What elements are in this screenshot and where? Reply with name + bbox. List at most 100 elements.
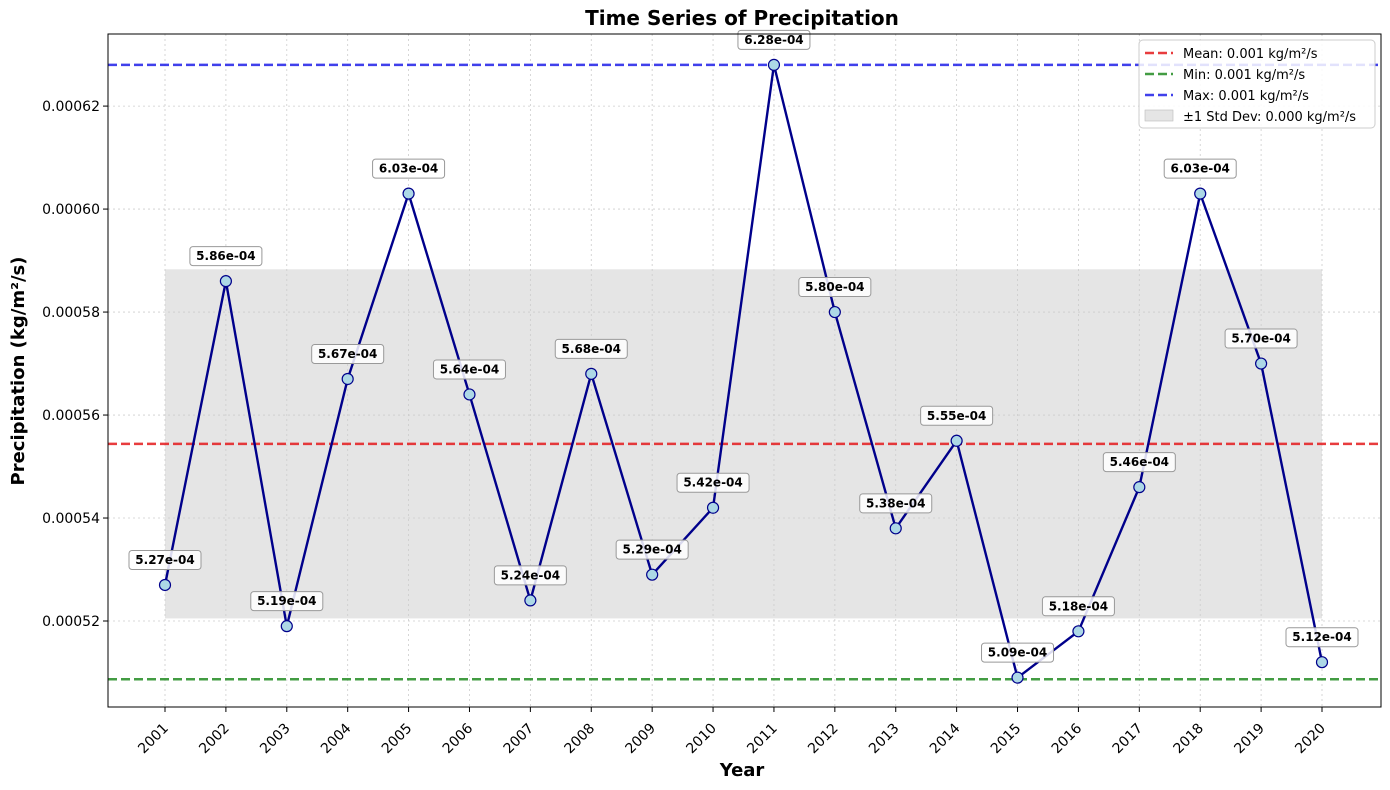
data-point (463, 388, 476, 401)
data-label: 5.67e-04 (311, 343, 385, 364)
x-tick-label: 2001 (135, 721, 172, 758)
data-point (524, 594, 537, 607)
data-label-text: 5.19e-04 (257, 594, 316, 608)
data-point (341, 372, 354, 386)
data-label-box (1224, 328, 1298, 349)
data-point (706, 501, 720, 514)
data-label-text: 5.46e-04 (1110, 455, 1169, 469)
data-label: 5.19e-04 (250, 591, 324, 612)
data-point (402, 187, 415, 200)
data-label-box (981, 642, 1055, 663)
data-point (585, 367, 598, 380)
data-label-box (311, 343, 385, 364)
data-label: 5.38e-04 (859, 493, 933, 514)
legend-entry-label: ±1 Std Dev: 0.000 kg/m²/s (1183, 110, 1356, 125)
data-label-box (676, 472, 750, 493)
y-tick-label: 0.00052 (42, 614, 100, 630)
x-axis-title: Year (719, 760, 765, 781)
y-tick-label: 0.00058 (42, 305, 100, 321)
x-tick-label: 2006 (440, 720, 477, 757)
data-label: 5.46e-04 (1102, 452, 1176, 473)
data-point (767, 58, 781, 71)
data-label-text: 5.42e-04 (683, 476, 742, 490)
legend-entry-label: Mean: 0.001 kg/m²/s (1183, 47, 1318, 62)
data-labels-layer: 5.27e-04 5.86e-04 5.19e-04 5.67e-04 6.03e-04… (128, 29, 1359, 663)
data-label-box (737, 29, 811, 50)
data-label-text: 5.70e-04 (1231, 332, 1290, 346)
data-label-text: 5.67e-04 (318, 347, 377, 361)
data-point (1315, 656, 1329, 669)
data-label-box (1102, 452, 1176, 473)
legend-patch-swatch (1144, 109, 1174, 122)
x-tick-label: 2004 (318, 720, 355, 757)
data-label-box (1041, 596, 1115, 617)
data-label-text: 5.38e-04 (866, 496, 925, 510)
data-label-box (1163, 158, 1237, 179)
data-label-text: 5.80e-04 (805, 280, 864, 294)
data-label: 5.09e-04 (981, 642, 1055, 663)
data-label: 6.28e-04 (737, 29, 811, 50)
y-tick-label: 0.00054 (42, 511, 100, 527)
data-label-text: 5.24e-04 (501, 568, 560, 582)
data-label-box (920, 405, 994, 426)
data-label-text: 6.03e-04 (1170, 162, 1229, 176)
data-label: 5.68e-04 (554, 338, 628, 359)
data-label-text: 5.55e-04 (927, 409, 986, 423)
x-tick-label: 2018 (1171, 721, 1208, 758)
x-tick-label: 2019 (1231, 721, 1268, 758)
series-layer (158, 58, 1329, 684)
data-point (646, 568, 659, 581)
x-tick-label: 2007 (501, 721, 538, 758)
data-label: 5.86e-04 (189, 246, 263, 267)
x-tick-label: 2010 (683, 721, 720, 758)
legend-box (1138, 39, 1376, 129)
data-label: 5.80e-04 (798, 277, 872, 298)
x-tick-label: 2015 (988, 721, 1025, 758)
data-label: 5.55e-04 (920, 405, 994, 426)
data-point (219, 275, 232, 288)
grid-layer (108, 34, 1381, 707)
data-label-text: 5.64e-04 (440, 362, 499, 376)
data-label-box (615, 539, 689, 560)
data-point (828, 305, 841, 319)
data-point (1255, 357, 1268, 370)
legend: Mean: 0.001 kg/m²/s Min: 0.001 kg/m²/s Max… (1138, 39, 1376, 129)
plot-frame (107, 33, 1382, 708)
data-label: 5.18e-04 (1041, 596, 1115, 617)
data-label-box (493, 565, 567, 586)
x-tick-label: 2008 (562, 721, 599, 758)
data-label: 6.03e-04 (1163, 158, 1237, 179)
x-tick-label: 2013 (866, 721, 903, 758)
x-tick-label: 2014 (927, 720, 964, 757)
y-axis-title: Precipitation (kg/m²/s) (8, 257, 29, 486)
legend-entry-label: Max: 0.001 kg/m²/s (1183, 89, 1309, 104)
chart-title: Time Series of Precipitation (585, 6, 899, 30)
data-label-box (128, 549, 202, 570)
y-tick-label: 0.00060 (42, 202, 100, 218)
data-label-box (432, 359, 506, 380)
data-label-box (250, 591, 324, 612)
legend-entry-label: Min: 0.001 kg/m²/s (1183, 68, 1305, 83)
x-tick-label: 2012 (805, 721, 842, 758)
data-label-text: 5.86e-04 (196, 249, 255, 263)
data-label: 5.70e-04 (1224, 328, 1298, 349)
data-label: 5.24e-04 (493, 565, 567, 586)
data-label-text: 5.09e-04 (988, 646, 1047, 660)
x-tick-label: 2003 (257, 721, 294, 758)
data-point (950, 434, 963, 447)
data-label-box (859, 493, 933, 514)
data-label-text: 6.28e-04 (744, 33, 803, 47)
y-tick-label: 0.00062 (42, 99, 100, 115)
data-label-box (554, 338, 628, 359)
data-label-box (798, 277, 872, 298)
data-label: 6.03e-04 (372, 158, 446, 179)
data-label-box (189, 246, 263, 267)
data-label-text: 5.18e-04 (1049, 599, 1108, 613)
data-label-text: 6.03e-04 (379, 162, 438, 176)
data-label: 5.64e-04 (432, 359, 506, 380)
x-tick-label: 2016 (1049, 720, 1086, 757)
x-tick-label: 2005 (379, 721, 416, 758)
data-label-box (372, 158, 446, 179)
data-label: 5.12e-04 (1285, 627, 1359, 648)
